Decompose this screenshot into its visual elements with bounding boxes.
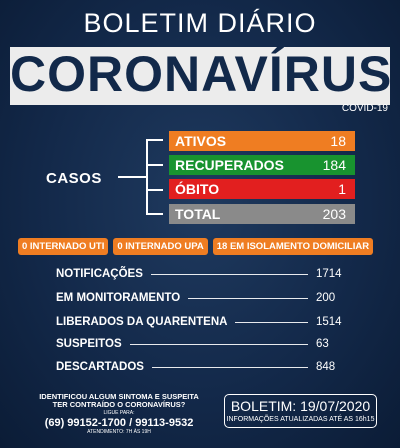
bulletin-box: BOLETIM: 19/07/2020 INFORMAÇÕES ATUALIZA… xyxy=(224,394,377,428)
contact-block: IDENTIFICOU ALGUM SINTOMA E SUSPEITA TER… xyxy=(24,392,214,436)
stat-label: DESCARTADOS xyxy=(56,361,144,373)
obito-row: ÓBITO 1 xyxy=(169,179,355,199)
call-label: LIGUE PARA: xyxy=(103,410,135,416)
bracket-tick xyxy=(146,139,163,141)
divider-line xyxy=(235,321,308,323)
coronavirus-banner: CORONAVÍRUS xyxy=(10,46,393,105)
covid-subtag: COVID-19 xyxy=(341,103,388,114)
obito-label: ÓBITO xyxy=(175,181,220,197)
obito-value: 1 xyxy=(338,181,346,197)
bulletin-info: INFORMAÇÕES ATUALIZADAS ATÉ AS 16h15 xyxy=(226,416,375,423)
stat-label: NOTIFICAÇÕES xyxy=(56,268,143,280)
ativos-value: 18 xyxy=(330,133,346,149)
phone-numbers[interactable]: (69) 99152-1700 / 99113-9532 xyxy=(44,417,194,429)
bracket-tick xyxy=(146,213,163,215)
stat-value: 63 xyxy=(316,338,329,350)
contact-question-2: TER CONTRAÍDO O CORONAVÍRUS? xyxy=(52,400,186,409)
divider-line xyxy=(150,273,308,275)
stat-value: 848 xyxy=(316,361,336,373)
divider-line xyxy=(151,366,308,368)
stat-label: SUSPEITOS xyxy=(56,338,122,350)
bracket-vertical xyxy=(146,139,148,215)
stat-descartados: DESCARTADOS 848 xyxy=(56,359,356,375)
bracket-tick xyxy=(146,189,163,191)
bulletin-date: BOLETIM: 19/07/2020 xyxy=(230,398,371,414)
pill-uti: 0 INTERNADO UTI xyxy=(18,238,109,255)
cases-label: CASOS xyxy=(46,170,102,187)
stat-value: 200 xyxy=(316,292,336,304)
stat-notificacoes: NOTIFICAÇÕES 1714 xyxy=(56,266,356,282)
stat-suspeitos: SUSPEITOS 63 xyxy=(56,336,356,352)
stat-value: 1714 xyxy=(316,268,342,280)
total-row: TOTAL 203 xyxy=(169,204,355,224)
service-hours: ATENDIMENTO: 7H ÀS 19H xyxy=(87,429,151,435)
stat-monitoramento: EM MONITORAMENTO 200 xyxy=(56,290,356,306)
header-title: BOLETIM DIÁRIO xyxy=(83,8,317,38)
total-label: TOTAL xyxy=(175,206,221,222)
banner-text: CORONAVÍRUS xyxy=(10,46,393,102)
recuperados-value: 184 xyxy=(322,157,346,173)
divider-line xyxy=(129,343,308,345)
bracket-stub xyxy=(118,176,146,178)
total-value: 203 xyxy=(322,206,346,222)
stat-liberados: LIBERADOS DA QUARENTENA 1514 xyxy=(56,314,356,330)
recuperados-row: RECUPERADOS 184 xyxy=(169,155,355,175)
recuperados-label: RECUPERADOS xyxy=(175,157,284,173)
ativos-row: ATIVOS 18 xyxy=(169,131,355,151)
bracket-tick xyxy=(146,164,163,166)
stat-value: 1514 xyxy=(316,316,342,328)
status-pills: 0 INTERNADO UTI 0 INTERNADO UPA 18 EM IS… xyxy=(18,238,388,255)
pill-upa: 0 INTERNADO UPA xyxy=(113,238,208,255)
divider-line xyxy=(188,297,308,299)
stat-label: EM MONITORAMENTO xyxy=(56,292,181,304)
pill-isolamento: 18 EM ISOLAMENTO DOMICILIAR xyxy=(212,238,374,255)
stat-label: LIBERADOS DA QUARENTENA xyxy=(56,316,228,328)
contact-question-1: IDENTIFICOU ALGUM SINTOMA E SUSPEITA xyxy=(39,392,199,401)
ativos-label: ATIVOS xyxy=(175,133,227,149)
